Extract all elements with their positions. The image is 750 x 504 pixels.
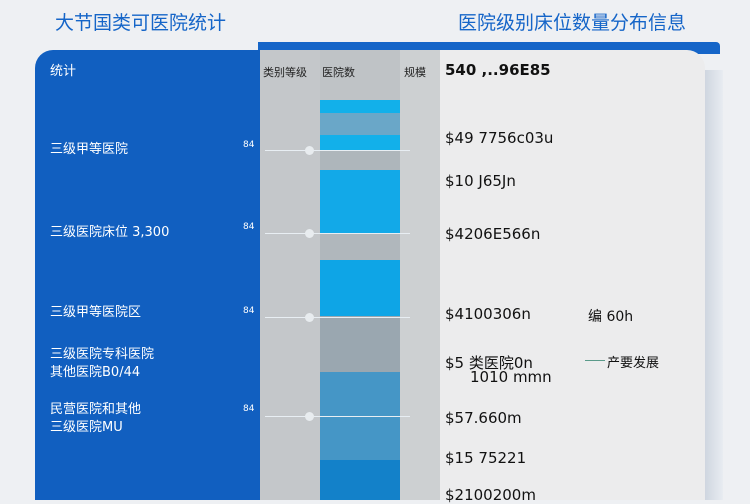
value-text: $4206E566n [445, 225, 541, 243]
row-badge: 84 [243, 306, 255, 316]
category-panel [35, 50, 260, 500]
row-label: 民营医院和其他 [50, 402, 142, 417]
row-badge: 84 [243, 222, 255, 232]
row-label: 三级甲等医院 [50, 142, 129, 157]
col-header-type: 类别等级 [263, 66, 307, 79]
bar-segment [320, 170, 400, 233]
value-text: $49 7756c03u [445, 129, 554, 147]
page-title-left: 大节国类可医院统计 [55, 12, 227, 34]
bar-segment [320, 113, 400, 135]
row-label: 三级医院MU [50, 420, 123, 435]
value-text: 1010 mmn [470, 368, 552, 386]
bar-segment [320, 100, 400, 113]
value-text: $5 类医院0n [445, 354, 533, 372]
col-header-scale: 规模 [404, 66, 426, 79]
connector-dot [305, 229, 314, 238]
connector-line [265, 416, 410, 417]
connector-line [265, 233, 410, 234]
bar-segment [320, 460, 400, 500]
side-note: 产要发展 [607, 356, 660, 371]
connector-dot [305, 412, 314, 421]
bar-segment [320, 135, 400, 150]
value-text: $10 J65Jn [445, 172, 516, 190]
row-label: 三级医院专科医院 [50, 347, 155, 362]
column-scale [400, 50, 440, 500]
side-note: 编 60h [588, 309, 634, 325]
value-text: $57.660m [445, 409, 522, 427]
value-panel [440, 50, 705, 500]
column-type [260, 50, 320, 500]
row-badge: 84 [243, 140, 255, 150]
bar-segment [320, 260, 400, 316]
bar-segment [320, 316, 400, 372]
connector-dot [305, 313, 314, 322]
first-value: 540 ,..96E85 [445, 61, 551, 79]
value-text: $4100306n [445, 305, 531, 323]
connector-line [265, 317, 410, 318]
row-label: 三级医院床位 3,300 [50, 225, 170, 240]
panel-shadow [705, 70, 723, 500]
bar-segment [320, 233, 400, 260]
value-text: $2100200m [445, 486, 536, 504]
row-badge: 84 [243, 404, 255, 414]
bar-segment [320, 150, 400, 170]
page-title-right: 医院级别床位数量分布信息 [458, 12, 687, 34]
row-label: 其他医院B0/44 [50, 365, 141, 380]
left-header: 统计 [50, 64, 77, 79]
value-text: $15 75221 [445, 449, 527, 467]
connector-dot [305, 146, 314, 155]
col-header-count: 医院数 [322, 66, 355, 79]
connector-line [265, 150, 410, 151]
row-label: 三级甲等医院区 [50, 305, 142, 320]
legend-line [585, 360, 605, 361]
